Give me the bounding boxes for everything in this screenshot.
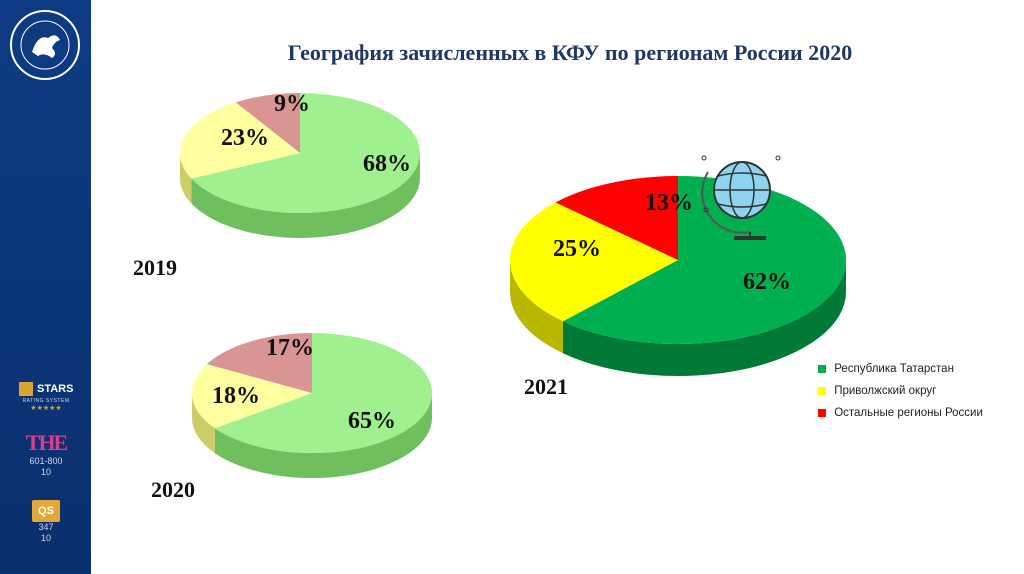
pie-side-2019-1 [180, 153, 192, 204]
chart-legend: Республика Татарстан Приволжский округ О… [818, 360, 983, 426]
university-logo [10, 10, 80, 80]
legend-label-privolzhsky: Приволжский округ [834, 385, 937, 397]
qs-rank-sub: 10 [40, 533, 51, 543]
pie-slice-2019-0 [191, 93, 421, 213]
qs-rank: 347 [38, 522, 54, 532]
legend-item-privolzhsky: Приволжский округ [818, 382, 983, 404]
pie-label-2020-2: 17% [266, 335, 314, 361]
legend-item-others: Остальные регионы России [818, 404, 983, 426]
pie-slice-2021-2 [555, 176, 678, 260]
stars-rating-badge: STARS RATING SYSTEM ★★★★★ [14, 380, 78, 412]
pie-label-2020-0: 65% [348, 408, 396, 434]
the-logo: THE [25, 430, 68, 455]
pie-label-2021-1: 25% [553, 236, 601, 262]
legend-label-tatarstan: Республика Татарстан [834, 363, 954, 375]
legend-swatch-others [818, 408, 826, 417]
pie-side-2019-0 [191, 153, 420, 238]
pie-slice-2021-1 [510, 202, 678, 322]
legend-label-others: Остальные регионы России [834, 407, 983, 419]
sidebar: STARS RATING SYSTEM ★★★★★ THE 601-800 10… [0, 0, 91, 574]
pie-slice-2019-1 [180, 102, 300, 179]
pie-slice-2020-1 [192, 364, 312, 429]
pie-label-2019-0: 68% [363, 151, 411, 177]
pie-side-2020-1 [192, 393, 215, 454]
pie-side-2021-1 [510, 260, 563, 354]
legend-swatch-privolzhsky [818, 386, 826, 395]
pie-slice-2021-0 [562, 176, 846, 345]
pie-slice-2020-0 [214, 333, 432, 454]
pie-label-2019-2: 9% [274, 91, 310, 117]
pie-chart-2020: 65% 18%17% [192, 333, 432, 479]
pie-side-2020-0 [214, 393, 432, 479]
pie-label-2021-2: 13% [645, 190, 693, 216]
pie-slice-2019-2 [235, 93, 300, 153]
the-ranking-badge: THE 601-800 10 [18, 430, 74, 478]
pie-label-2021-0: 62% [743, 269, 791, 295]
pie-slice-2020-2 [206, 333, 312, 393]
qs-logo: QS [32, 500, 60, 522]
pie-chart-2019: 68% 23%9% [180, 91, 421, 238]
pie-label-2019-1: 23% [221, 125, 269, 151]
year-label-2021: 2021 [524, 374, 568, 399]
slide-title: География зачисленных в КФУ по регионам … [287, 40, 853, 65]
stars-rating: ★★★★★ [30, 405, 62, 412]
pie-label-2020-1: 18% [212, 383, 260, 409]
stars-label: STARS [36, 382, 74, 395]
pie-side-2021-0 [562, 260, 846, 376]
legend-swatch-tatarstan [818, 364, 826, 373]
stars-subtitle: RATING SYSTEM [22, 398, 70, 404]
the-rank-sub: 10 [40, 467, 51, 477]
year-label-2019: 2019 [133, 255, 177, 280]
year-label-2020: 2020 [151, 477, 195, 502]
pie-chart-2021: 62% 25% 13% [510, 176, 846, 376]
globe-icon [701, 155, 781, 240]
stars-logo-icon [18, 381, 33, 396]
the-rank: 601-800 [29, 456, 63, 466]
qs-ranking-badge: QS 347 10 [18, 500, 74, 544]
legend-item-tatarstan: Республика Татарстан [818, 360, 983, 382]
